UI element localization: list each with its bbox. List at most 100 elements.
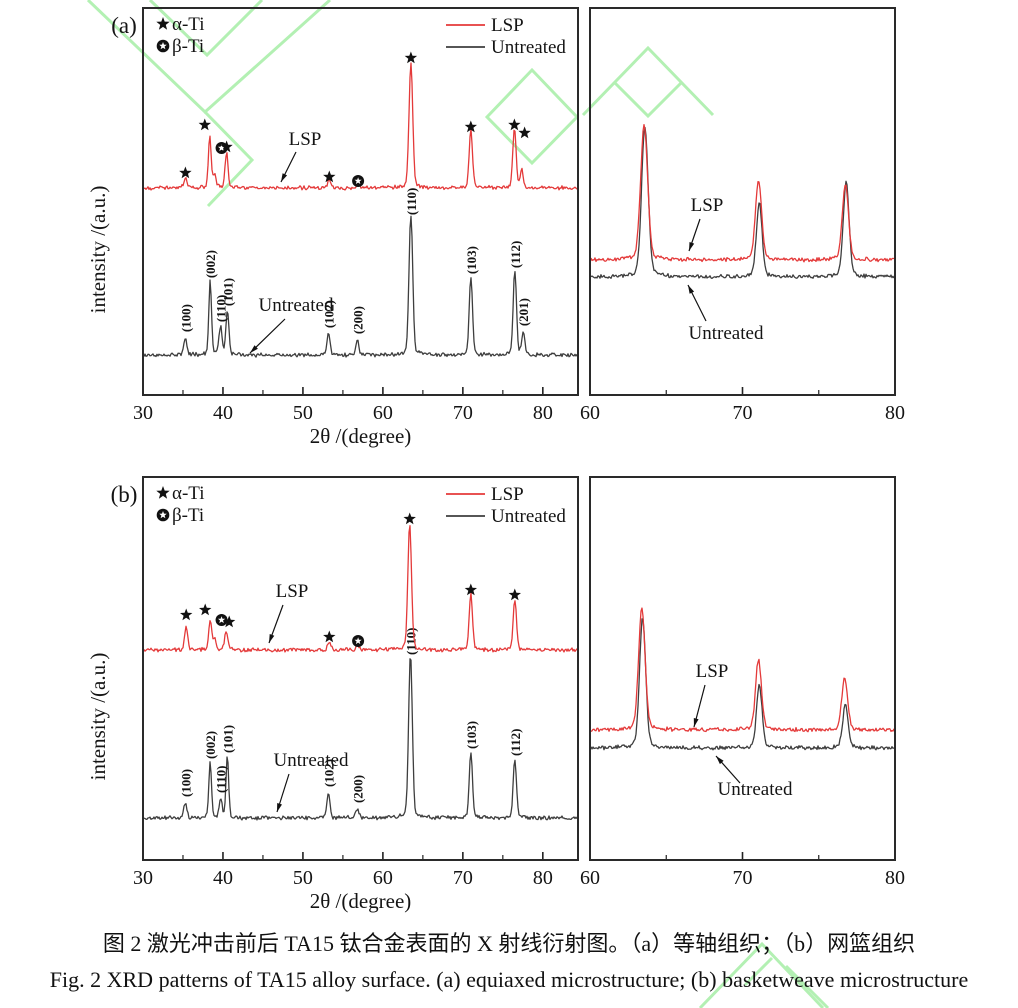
miller-index-label: (102) <box>322 300 337 328</box>
x-tick-label: 60 <box>373 867 393 889</box>
x-tick-label: 70 <box>733 867 753 889</box>
phase-legend-label: β-Ti <box>172 36 204 57</box>
alpha-ti-star-marker <box>403 512 416 525</box>
x-tick-label: 30 <box>133 402 153 424</box>
plot-border <box>142 7 579 396</box>
miller-index-label: (110) <box>214 295 229 322</box>
alpha-ti-star-marker <box>220 140 233 153</box>
alpha-ti-star-marker <box>404 51 418 64</box>
panel-b-inset: LSP Untreated 60 70 80 <box>580 476 905 889</box>
miller-index-label: (110) <box>404 188 419 215</box>
beta-ti-marker-inner-star <box>218 616 226 624</box>
annotation-arrowhead <box>688 285 695 294</box>
watermark-line <box>743 956 774 987</box>
y-axis-label: intensity /(a.u.) <box>86 186 110 314</box>
watermark-line <box>581 45 715 117</box>
miller-index-label: (200) <box>350 775 365 803</box>
miller-index-label: (100) <box>178 769 193 797</box>
annotation-untreated: Untreated <box>718 779 793 800</box>
x-tick-label: 70 <box>453 402 473 424</box>
alpha-ti-star-marker <box>323 170 336 183</box>
miller-index-label: (103) <box>464 721 479 749</box>
miller-index-label: (100) <box>178 304 193 332</box>
phase-legend-label: α-Ti <box>172 14 205 35</box>
legend-alpha-star-icon <box>156 486 170 499</box>
annotation-untreated: Untreated <box>689 323 764 344</box>
miller-index-label: (110) <box>214 766 229 793</box>
beta-ti-marker-inner-star <box>354 637 362 645</box>
series-legend-label: Untreated <box>491 37 566 58</box>
watermark-line <box>698 941 825 1008</box>
alpha-ti-star-marker <box>464 120 477 133</box>
plot-border <box>142 476 579 861</box>
alpha-ti-star-marker <box>199 603 212 616</box>
xrd-curve-lsp <box>590 123 895 263</box>
alpha-ti-star-marker <box>179 166 192 179</box>
miller-index-label: (101) <box>220 278 235 306</box>
panel-a-main: (100)(002)(110)(101)(102) (200)(110)(103)… <box>86 7 579 448</box>
annotation-lsp: LSP <box>691 195 724 216</box>
watermark-line <box>148 0 264 58</box>
x-tick-label: 40 <box>213 867 233 889</box>
x-tick-label: 80 <box>885 867 905 889</box>
panel-b-main: (100) (002) (110) (101) (102) (200) (110) (103)… <box>86 476 579 913</box>
annotation-untreated: Untreated <box>274 750 349 771</box>
annotation-arrowhead <box>716 756 724 765</box>
alpha-ti-star-marker <box>508 588 521 601</box>
x-tick-label: 80 <box>533 402 553 424</box>
miller-index-label: (102) <box>322 759 337 787</box>
watermark-line <box>612 80 684 119</box>
x-tick-label: 80 <box>885 402 905 424</box>
x-tick-label: 80 <box>533 867 553 889</box>
annotation-arrowhead <box>269 634 275 643</box>
miller-index-label: (112) <box>508 241 523 268</box>
xrd-curve-untreated <box>590 126 895 280</box>
y-axis-label: intensity /(a.u.) <box>86 653 110 781</box>
annotation-lsp: LSP <box>276 581 309 602</box>
alpha-ti-star-marker <box>223 615 236 628</box>
miller-index-label: (110) <box>403 628 418 655</box>
alpha-ti-star-marker <box>508 118 521 131</box>
miller-index-label: (201) <box>516 298 531 326</box>
annotation-arrowhead <box>250 345 258 353</box>
x-tick-label: 50 <box>293 867 313 889</box>
xrd-curve-untreated <box>143 215 578 358</box>
annotation-arrowhead <box>689 242 695 251</box>
legend-alpha-star-icon <box>156 17 170 30</box>
x-tick-label: 40 <box>213 402 233 424</box>
annotation-lsp: LSP <box>289 129 322 150</box>
annotation-lsp: LSP <box>696 661 729 682</box>
plot-border <box>589 7 896 396</box>
legend-beta-inner-star-icon <box>159 511 167 519</box>
x-tick-label: 70 <box>453 867 473 889</box>
watermark-line <box>784 964 830 1008</box>
xrd-curve-untreated <box>590 618 895 751</box>
alpha-ti-star-marker <box>323 630 336 643</box>
panel-letter-label: (b) <box>111 482 138 507</box>
annotation-arrowhead <box>277 803 282 812</box>
miller-index-label: (200) <box>350 306 365 334</box>
x-tick-label: 70 <box>733 402 753 424</box>
plot-border <box>589 476 896 861</box>
annotation-arrowhead <box>281 173 288 182</box>
phase-legend-label: α-Ti <box>172 483 205 504</box>
panel-letter-label: (a) <box>111 13 137 38</box>
x-tick-label: 50 <box>293 402 313 424</box>
x-tick-label: 30 <box>133 867 153 889</box>
alpha-ti-star-marker <box>180 608 193 621</box>
x-axis-label: 2θ /(degree) <box>310 424 412 448</box>
xrd-curve-lsp <box>143 525 578 653</box>
phase-legend-label: β-Ti <box>172 505 204 526</box>
x-tick-label: 60 <box>580 402 600 424</box>
alpha-ti-star-marker <box>464 583 477 596</box>
figure-caption-chinese: 图 2 激光冲击前后 TA15 钛合金表面的 X 射线衍射图。（a）等轴组织；（… <box>102 931 916 956</box>
series-legend-label: Untreated <box>491 506 566 527</box>
beta-ti-marker-inner-star <box>218 144 226 151</box>
miller-index-label: (002) <box>203 731 218 759</box>
x-axis-label: 2θ /(degree) <box>310 889 412 913</box>
alpha-ti-star-marker <box>198 118 211 131</box>
series-legend-label: LSP <box>491 15 524 36</box>
beta-ti-marker-inner-star <box>354 177 362 184</box>
